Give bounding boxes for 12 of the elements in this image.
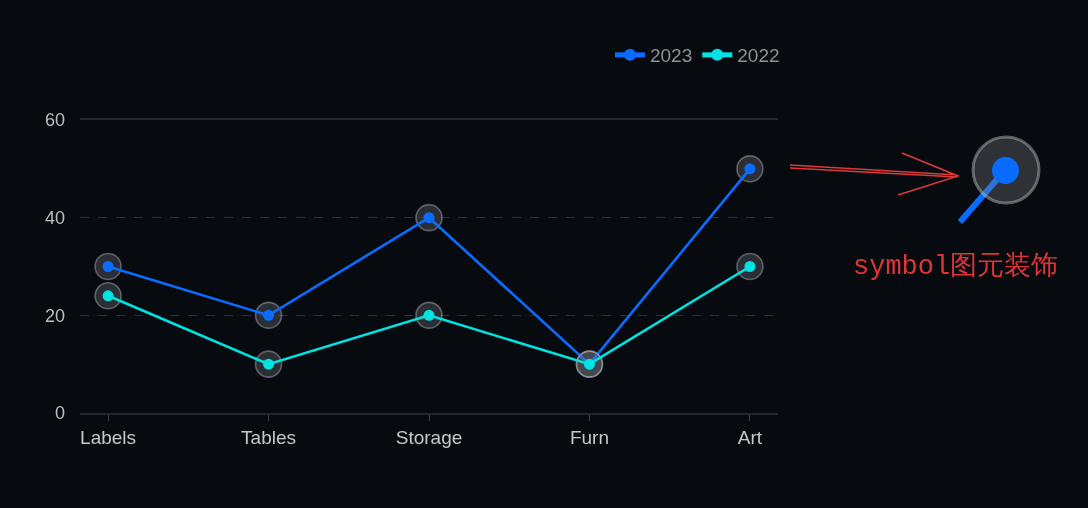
text: symbol图元装饰 [853,251,1059,282]
y-tick-label: 40 [44,207,65,228]
x-tick-label: Furn [569,426,609,448]
legend-label: 2023 [649,45,693,67]
x-tick-label: Labels [80,426,137,448]
legend-label: 2022 [737,45,780,67]
x-tick-label: Tables [241,426,296,448]
y-tick-label: 0 [54,403,65,424]
y-tick-label: 60 [44,110,65,131]
x-tick-label: Storage [395,426,463,448]
y-tick-label: 20 [44,305,65,326]
x-tick-label: Art [737,426,763,448]
